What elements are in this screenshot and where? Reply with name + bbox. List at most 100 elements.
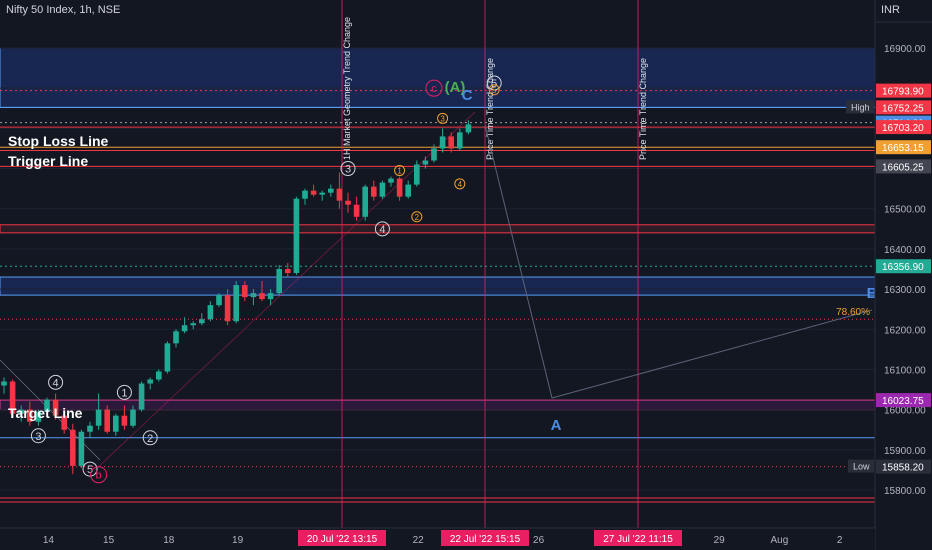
chart-title: Nifty 50 Index, 1h, NSE [6, 4, 121, 16]
wave-label-12: 4 [458, 180, 463, 189]
price-badge-bg [876, 83, 931, 98]
wave-label-circle [82, 461, 98, 477]
text-labels-layer: (A)C A B 78.60% [445, 79, 878, 434]
wave-letter-0: (A) [445, 79, 466, 96]
price-tick: 15800.00 [884, 486, 926, 497]
price-badge: 15858.20 [882, 463, 924, 474]
wave-label-13: 5 [491, 78, 497, 90]
wave-label-circle [488, 84, 500, 96]
candle-body [465, 124, 472, 133]
candle-body [52, 399, 59, 416]
candle-body [353, 204, 360, 217]
candles-layer [1, 120, 472, 474]
price-tick: 15900.00 [884, 446, 926, 457]
candle-body [44, 399, 50, 412]
fib-label: 78.60% [836, 307, 870, 318]
price-tick: 16200.00 [884, 325, 926, 336]
candle-body [18, 409, 24, 414]
candle-body [181, 325, 188, 332]
candle-body [1, 381, 7, 386]
trigger-label: Trigger Line [8, 153, 89, 169]
candle-body [276, 269, 282, 294]
candle-body [199, 319, 205, 324]
candle-body [138, 383, 145, 410]
projection-path [484, 124, 873, 399]
wave-label-4: 1 [121, 387, 127, 399]
candle-body [319, 192, 325, 195]
candle-body [310, 190, 317, 195]
candle-body [147, 379, 153, 384]
time-badge: 20 Jul '22 13:15 [307, 534, 378, 545]
candle-body [190, 323, 196, 326]
time-axis[interactable]: 141518192122262829Aug220 Jul '22 13:1522… [0, 527, 875, 550]
time-tick: 22 [413, 535, 425, 546]
vertical-lines-layer: 1H Market Geometry Trend Change Price Tim… [341, 0, 648, 528]
wave-label-circle [48, 374, 64, 390]
vertical-label-2: Price Time Trend Change [638, 58, 648, 160]
time-tick: 15 [103, 535, 115, 546]
candle-body [431, 148, 437, 161]
candle-body [164, 343, 171, 372]
low-tag-bg [848, 459, 874, 473]
candle-body [396, 178, 403, 197]
candle-body [414, 164, 420, 185]
candle-body [113, 415, 119, 432]
candle-body [285, 269, 291, 274]
price-tick: 16000.00 [884, 406, 926, 417]
price-badge: 16023.75 [882, 396, 924, 407]
wave-label-5: 2 [147, 433, 153, 445]
wave-label-10: 2 [415, 213, 420, 222]
candle-body [35, 411, 42, 422]
price-badge: 16703.20 [882, 123, 924, 134]
wave-label-circle [411, 211, 423, 223]
wave-label-9: 1 [397, 167, 402, 176]
candle-body [95, 409, 102, 426]
candle-body [293, 198, 300, 274]
price-axis[interactable]: 15800.00 15900.00 16000.00 16100.00 16200.00… [846, 0, 932, 550]
candle-body [345, 200, 351, 205]
vertical-label-1: Price Time Trend Change [485, 58, 495, 160]
time-tick: Aug [771, 535, 789, 546]
price-badge-bg [876, 120, 931, 135]
price-badge-bg [876, 140, 931, 155]
wave-label-2: 5 [87, 464, 93, 476]
candle-body [267, 293, 274, 300]
candle-body [448, 136, 454, 149]
price-tick: 16100.00 [884, 365, 926, 376]
wave-label-14: 5 [492, 86, 497, 95]
candle-body [207, 305, 214, 320]
low-tag: Low [853, 462, 870, 472]
time-axis-bg [0, 528, 875, 550]
wave-letter-1: C [462, 87, 473, 104]
stop-loss-label: Stop Loss Line [8, 133, 109, 149]
candle-body [250, 293, 257, 298]
wave-label-circle [340, 161, 356, 177]
wave-label-7: 4 [379, 224, 385, 236]
wave-label-circle [486, 75, 502, 91]
candle-body [130, 409, 136, 426]
vertical-label-0: 1H Market Geometry Trend Change [342, 17, 352, 160]
price-badge: 16793.90 [882, 87, 924, 98]
candle-body [61, 415, 67, 430]
candle-body [9, 381, 16, 414]
horizontal-lines-layer [0, 90, 875, 503]
price-badge: 16605.25 [882, 162, 924, 173]
candle-body [302, 190, 308, 199]
time-badge: 22 Jul '22 15:15 [450, 534, 521, 545]
wave-label-circle [394, 165, 406, 177]
wave-label-11: 3 [440, 114, 445, 123]
candle-body [216, 295, 222, 306]
price-badge-bg [876, 159, 931, 174]
candle-body [224, 295, 231, 322]
wave-trend-line [94, 111, 476, 471]
candle-body [104, 409, 110, 432]
wave-label-3: b [96, 470, 102, 482]
candle-body [371, 186, 377, 197]
candle-body [422, 160, 429, 165]
wave-label-circle [90, 466, 108, 484]
candle-body [362, 186, 368, 217]
candle-body [242, 285, 248, 298]
time-tick: 14 [43, 535, 55, 546]
wave-label-circle [142, 430, 158, 446]
